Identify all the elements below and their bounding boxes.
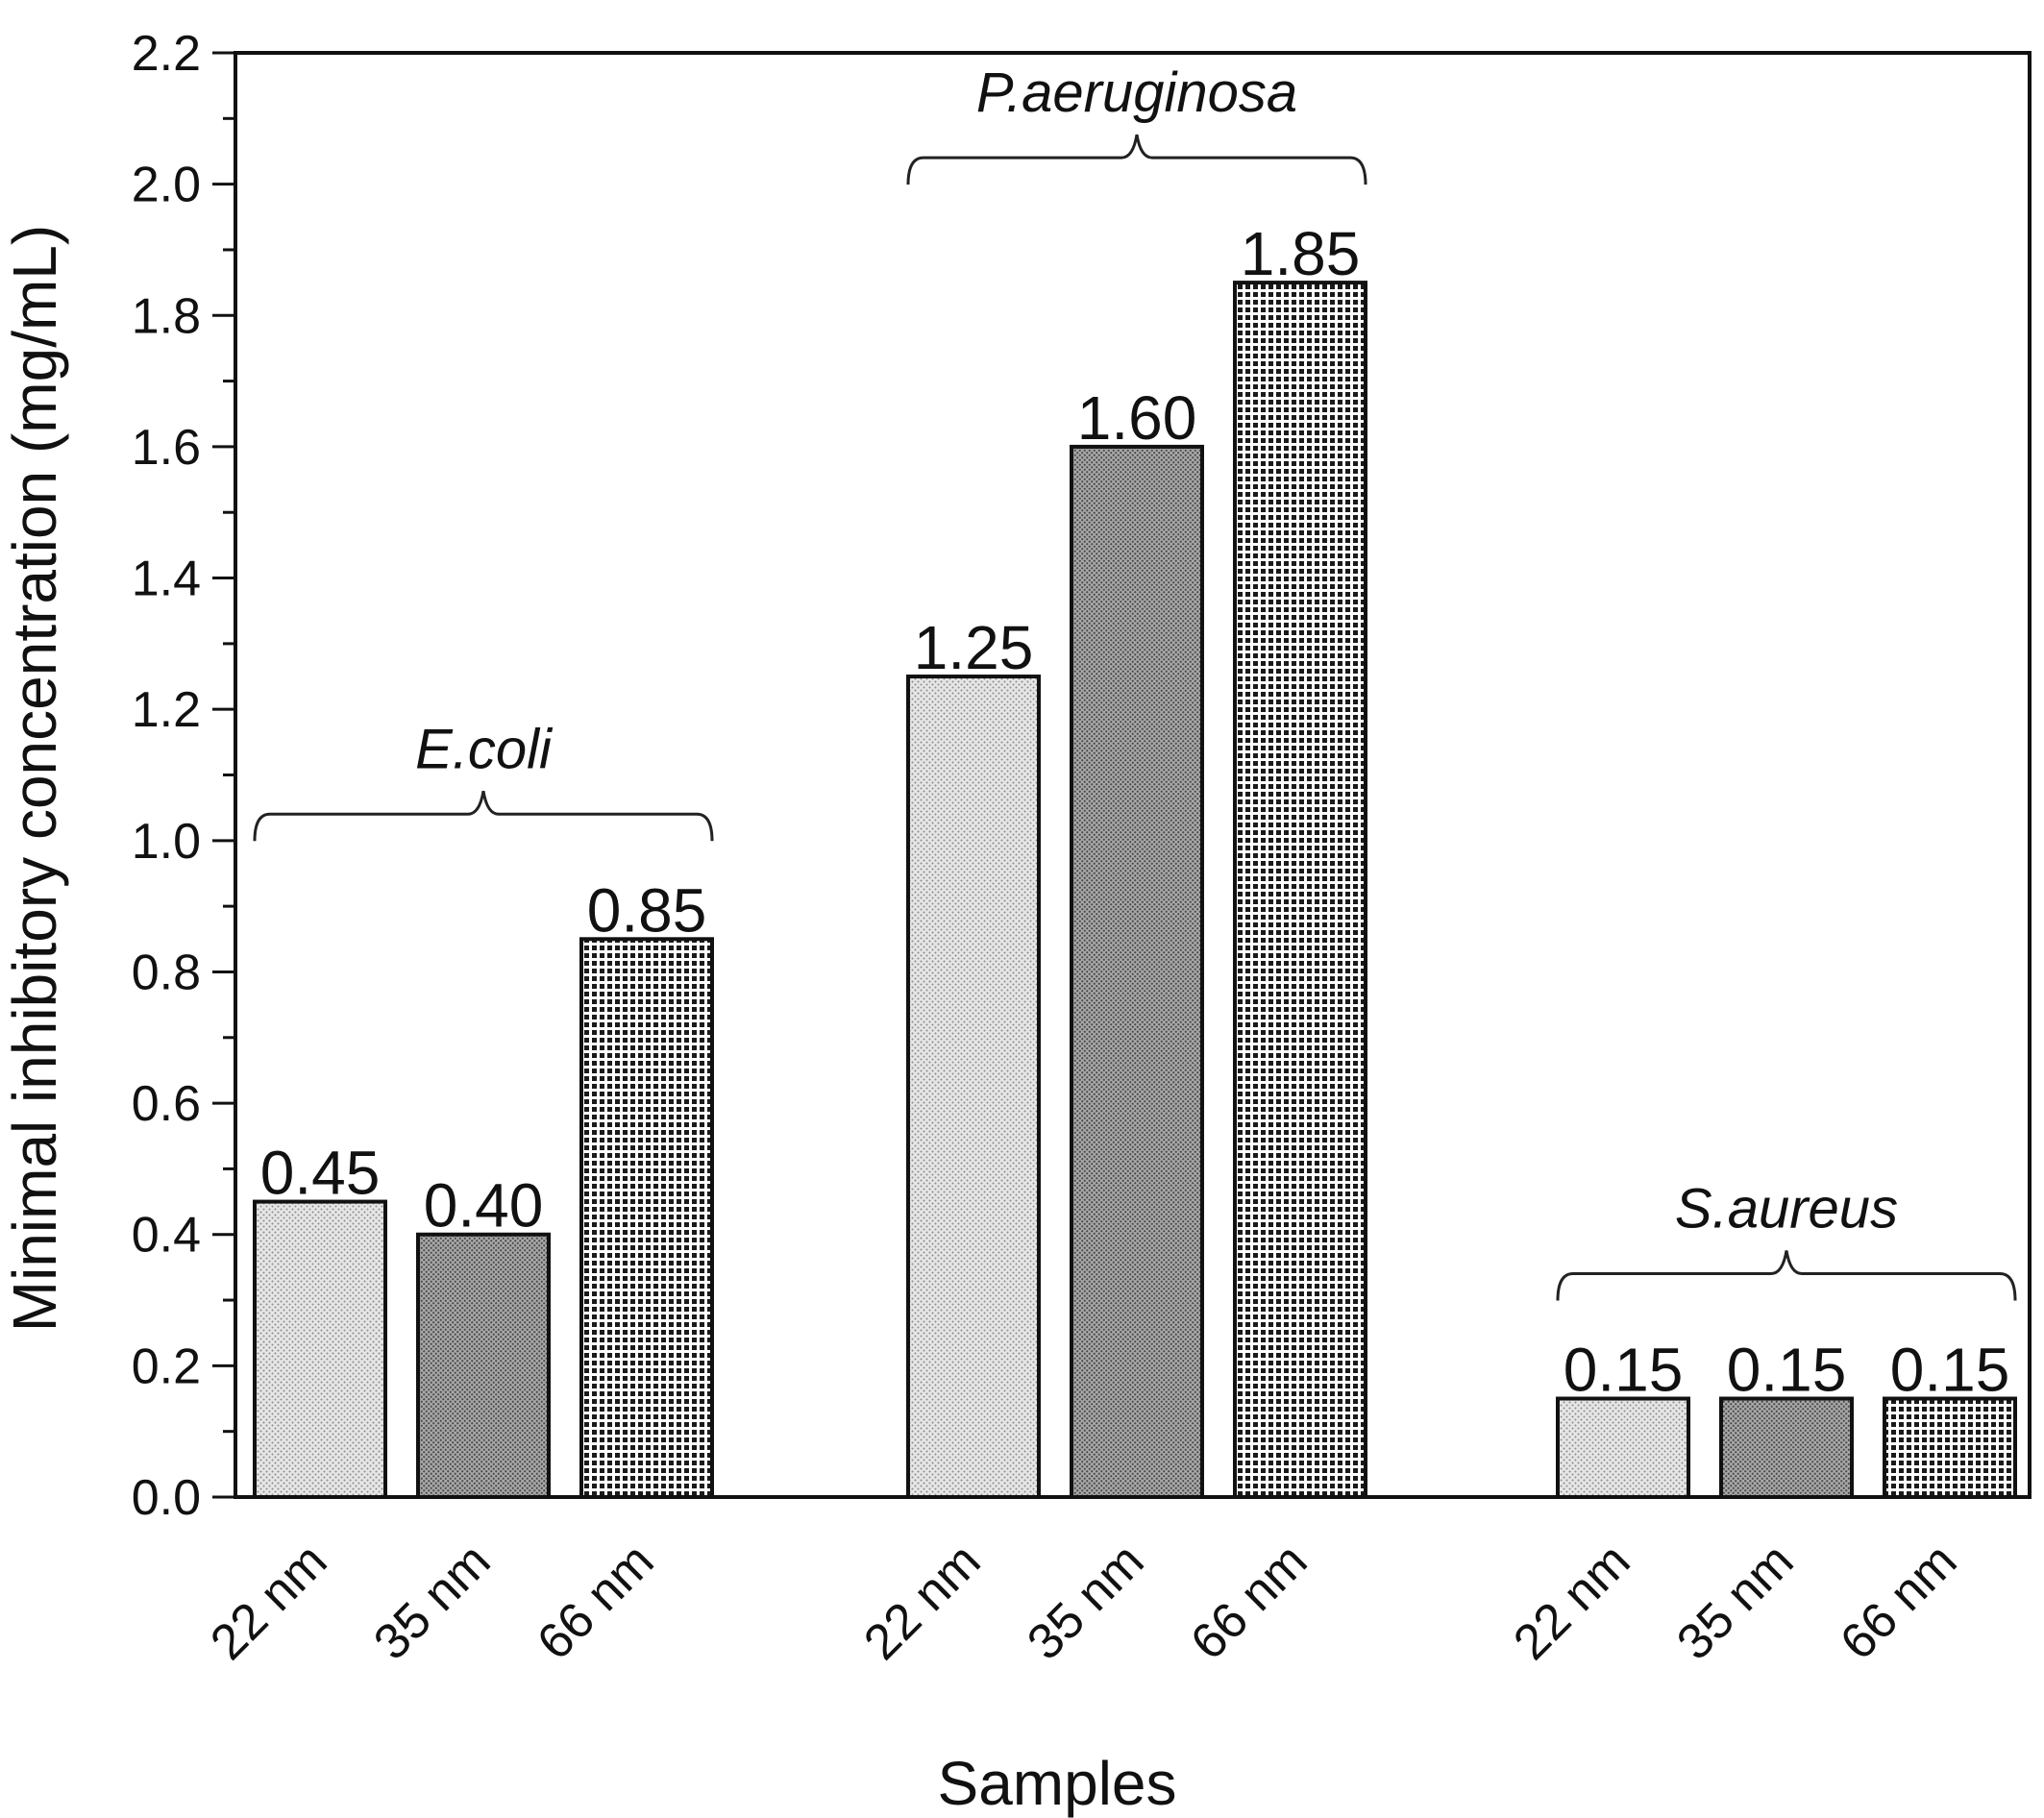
group-brace: [1556, 1250, 2017, 1301]
value-label: 1.85: [1241, 219, 1361, 288]
bar: [579, 937, 714, 1499]
bar: [416, 1232, 551, 1500]
y-tick-label: 0.0: [132, 1470, 201, 1526]
group-braces: E.coli P.aeruginosa S.aureus: [253, 61, 2017, 1301]
bar: [1556, 1396, 1690, 1499]
y-tick-label: 0.4: [132, 1208, 201, 1264]
bar: [1883, 1396, 2017, 1499]
x-tick-label: 22 nm: [1503, 1533, 1640, 1670]
y-tick-label: 1.4: [132, 552, 201, 607]
y-tick-label: 2.0: [132, 158, 201, 213]
x-tick-label: 66 nm: [1830, 1533, 1967, 1670]
value-label: 1.60: [1077, 383, 1197, 453]
x-tick-label: 66 nm: [527, 1533, 664, 1670]
x-tick-label: 35 nm: [363, 1533, 501, 1670]
y-tick-label: 1.6: [132, 420, 201, 476]
value-label: 0.15: [1564, 1336, 1684, 1405]
y-tick-label: 1.8: [132, 288, 201, 344]
x-axis: 22 nm 35 nm 66 nm 22 nm 35 nm 66 nm 22 nm 35 nm…: [200, 1533, 1967, 1670]
bars: [253, 281, 2017, 1500]
x-tick-label: 35 nm: [1666, 1533, 1804, 1670]
x-tick-label: 22 nm: [853, 1533, 991, 1670]
bar: [906, 675, 1041, 1499]
x-axis-title: Samples: [938, 1749, 1177, 1818]
group-brace: [906, 134, 1367, 185]
value-labels: 0.45 0.40 0.85 1.25 1.60 1.85 0.15 0.15 0.15: [260, 219, 2010, 1404]
value-label: 0.15: [1890, 1336, 2010, 1405]
y-tick-label: 0.2: [132, 1339, 201, 1394]
group-label: P.aeruginosa: [976, 61, 1297, 124]
y-tick-label: 2.2: [132, 26, 201, 82]
value-label: 0.45: [260, 1139, 381, 1208]
value-label: 0.85: [587, 875, 707, 945]
x-tick-label: 35 nm: [1017, 1533, 1154, 1670]
bar: [1070, 444, 1204, 1500]
value-label: 1.25: [914, 613, 1034, 682]
group-brace: [253, 791, 714, 842]
x-tick-label: 22 nm: [200, 1533, 337, 1670]
y-tick-label: 1.2: [132, 682, 201, 738]
y-tick-label: 0.8: [132, 945, 201, 1000]
y-axis: 0.0 0.2 0.4 0.6 0.8 1.0 1.2 1.4 1.6 1.8 2.0 2.2: [132, 26, 235, 1526]
bar: [1719, 1396, 1854, 1499]
y-tick-label: 1.0: [132, 814, 201, 870]
value-label: 0.15: [1727, 1336, 1847, 1405]
group-label: E.coli: [415, 718, 554, 780]
x-tick-label: 66 nm: [1180, 1533, 1318, 1670]
y-axis-title: Minimal inhibitory concentration (mg/mL): [0, 225, 69, 1332]
bar: [253, 1199, 387, 1500]
y-tick-label: 0.6: [132, 1076, 201, 1132]
bar: [1233, 281, 1367, 1499]
value-label: 0.40: [424, 1171, 544, 1241]
group-label: S.aureus: [1675, 1178, 1898, 1241]
